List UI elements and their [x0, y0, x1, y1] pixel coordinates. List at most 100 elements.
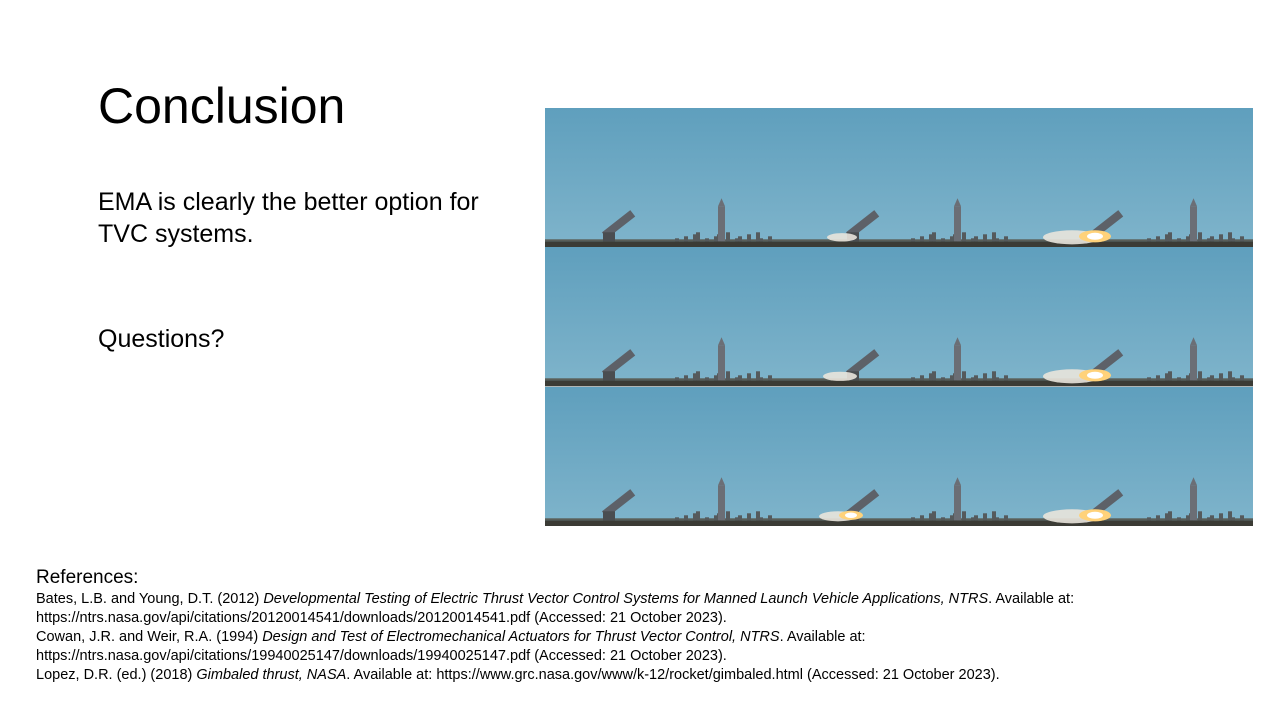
building	[971, 516, 975, 520]
reference-source: . Available at: https://www.grc.nasa.gov…	[346, 667, 1000, 683]
reference-title: Developmental Testing of Electric Thrust…	[263, 591, 989, 607]
building	[768, 514, 772, 520]
ground-edge	[781, 378, 1017, 381]
building	[911, 377, 915, 381]
building	[675, 377, 679, 381]
launch-frame	[1017, 386, 1253, 526]
building	[705, 516, 709, 520]
building	[768, 375, 772, 381]
building	[1210, 514, 1214, 520]
building	[693, 373, 697, 381]
building	[756, 371, 760, 381]
building	[950, 236, 954, 242]
ground-edge	[1017, 517, 1253, 520]
building	[992, 371, 996, 381]
sky	[545, 386, 781, 526]
building	[1168, 510, 1172, 520]
building	[1219, 234, 1223, 242]
standing-rocket	[954, 484, 961, 520]
conclusion-statement: EMA is clearly the better option for TVC…	[98, 188, 479, 248]
standing-rocket	[718, 484, 725, 520]
building	[684, 514, 688, 520]
ground	[781, 519, 1017, 526]
rocket-nose	[718, 198, 725, 207]
questions-text: Questions?	[98, 325, 225, 353]
building	[1207, 377, 1211, 381]
tilted-rocket	[601, 488, 636, 518]
building	[920, 514, 924, 520]
reference-entry: Lopez, D.R. (ed.) (2018) Gimbaled thrust…	[36, 666, 1236, 685]
building	[1231, 377, 1235, 381]
building	[705, 238, 709, 242]
sky	[1017, 247, 1253, 387]
building	[735, 238, 739, 242]
rocket-nose	[1190, 337, 1197, 346]
exhaust-smoke	[823, 372, 857, 382]
building	[1004, 236, 1008, 242]
building	[983, 373, 987, 381]
standing-rocket	[1190, 206, 1197, 242]
building	[941, 516, 945, 520]
building	[675, 516, 679, 520]
building	[747, 373, 751, 381]
standing-rocket	[1190, 484, 1197, 520]
ground	[545, 241, 781, 248]
building	[971, 238, 975, 242]
building	[932, 371, 936, 381]
building	[714, 375, 718, 381]
building	[726, 371, 730, 381]
standing-rocket	[718, 345, 725, 381]
launch-frame	[781, 108, 1017, 248]
building	[929, 373, 933, 381]
building	[1231, 516, 1235, 520]
launch-frame	[781, 247, 1017, 387]
building	[756, 510, 760, 520]
building	[1207, 516, 1211, 520]
reference-title: Design and Test of Electromechanical Act…	[262, 629, 780, 645]
building	[1240, 375, 1244, 381]
building	[992, 232, 996, 242]
sky	[781, 108, 1017, 248]
tilted-rocket-body	[845, 488, 880, 518]
building	[941, 238, 945, 242]
sky	[781, 386, 1017, 526]
building	[726, 510, 730, 520]
building	[974, 375, 978, 381]
tilted-rocket	[845, 210, 880, 239]
building	[747, 234, 751, 242]
ground	[781, 241, 1017, 248]
reference-entry: Bates, L.B. and Young, D.T. (2012) Devel…	[36, 590, 1236, 628]
building	[983, 234, 987, 242]
sky	[781, 247, 1017, 387]
tilted-rocket	[845, 488, 880, 518]
references-section: References: Bates, L.B. and Young, D.T. …	[36, 566, 1236, 685]
flame-core	[1087, 511, 1103, 519]
building	[1168, 371, 1172, 381]
flame-core	[1087, 372, 1103, 380]
building	[974, 514, 978, 520]
ground	[1017, 380, 1253, 387]
building	[950, 514, 954, 520]
ground	[545, 380, 781, 387]
test-stand	[603, 510, 615, 520]
ground-edge	[1017, 239, 1253, 242]
tilted-rocket	[845, 349, 880, 378]
building	[756, 232, 760, 242]
rocket-nose	[1190, 476, 1197, 485]
building	[1228, 371, 1232, 381]
building	[714, 236, 718, 242]
building	[929, 234, 933, 242]
tilted-rocket-body	[601, 349, 636, 378]
building	[1219, 512, 1223, 520]
references-heading: References:	[36, 567, 139, 588]
building	[929, 512, 933, 520]
ground-edge	[781, 239, 1017, 242]
building	[768, 236, 772, 242]
building	[995, 238, 999, 242]
reference-authors: Lopez, D.R. (ed.) (2018)	[36, 667, 197, 683]
building	[735, 516, 739, 520]
reference-authors: Bates, L.B. and Young, D.T. (2012)	[36, 591, 264, 607]
building	[1156, 375, 1160, 381]
building	[1147, 238, 1151, 242]
